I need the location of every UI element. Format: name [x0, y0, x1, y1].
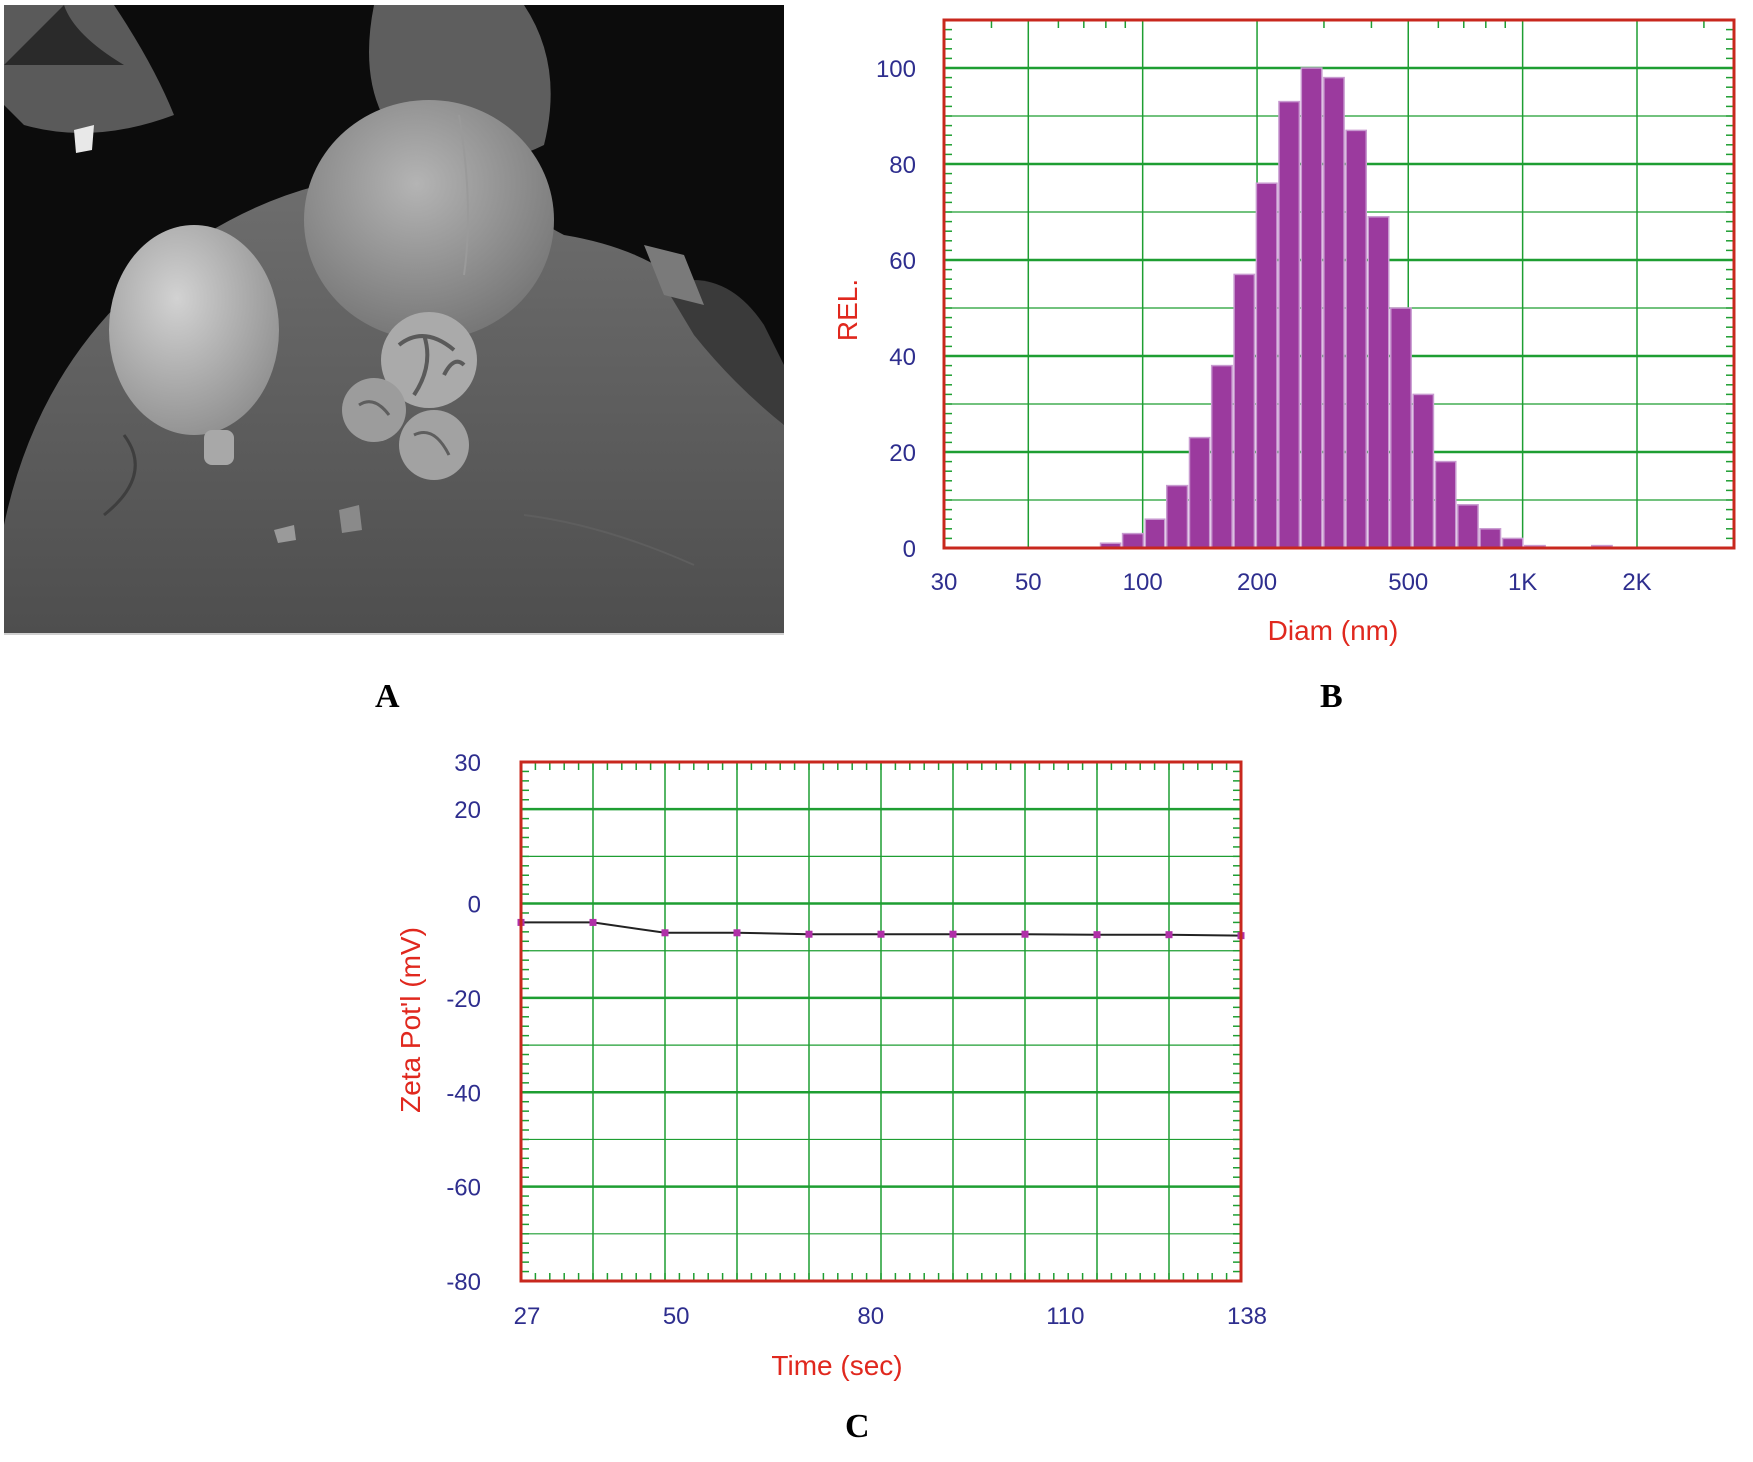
oval-particle — [304, 100, 554, 340]
data-point — [877, 930, 885, 938]
y-tick-label: -40 — [446, 1080, 481, 1107]
data-point — [733, 929, 741, 937]
data-point — [1165, 931, 1173, 939]
y-axis-title: REL. — [832, 279, 863, 341]
x-axis-title: Time (sec) — [771, 1350, 902, 1381]
histogram-bar — [1367, 216, 1390, 549]
x-tick-label: 1K — [1508, 569, 1537, 596]
data-point — [805, 930, 813, 938]
histogram-bar — [1345, 129, 1368, 549]
y-tick-label: 100 — [876, 56, 916, 83]
spherical-particle — [109, 225, 279, 435]
y-tick-label: 20 — [454, 797, 481, 824]
x-tick-label: 100 — [1123, 569, 1163, 596]
y-tick-label: 0 — [468, 892, 481, 919]
y-tick-label: 60 — [889, 248, 916, 275]
data-point — [949, 930, 957, 938]
x-tick-label: 50 — [663, 1303, 690, 1330]
data-point — [1021, 930, 1029, 938]
histogram-bar — [1121, 532, 1145, 549]
data-point — [1093, 931, 1101, 939]
y-tick-label: 40 — [889, 344, 916, 371]
y-tick-label: -80 — [446, 1269, 481, 1296]
y-tick-label: -60 — [446, 1175, 481, 1202]
y-axis-title: Zeta Pot'l (mV) — [400, 927, 426, 1113]
x-tick-label: 2K — [1622, 569, 1651, 596]
histogram-bar — [1434, 460, 1457, 549]
x-tick-label: 138 — [1227, 1303, 1267, 1330]
y-tick-label: 0 — [903, 536, 916, 563]
y-tick-label: -20 — [446, 986, 481, 1013]
histogram-bar — [1457, 504, 1479, 549]
y-tick-label: 30 — [454, 750, 481, 777]
histogram-bar — [1233, 273, 1256, 549]
histogram-bar — [1188, 436, 1211, 549]
x-tick-label: 500 — [1388, 569, 1428, 596]
data-point — [661, 929, 669, 937]
histogram-bar — [1323, 76, 1345, 549]
panel-label-b: B — [1320, 678, 1343, 715]
crumpled-particles — [342, 312, 477, 480]
histogram-bar — [1144, 518, 1166, 549]
x-tick-label: 50 — [1015, 569, 1042, 596]
y-tick-label: 80 — [889, 152, 916, 179]
histogram-bar — [1165, 484, 1189, 549]
histogram-bar — [1300, 67, 1323, 549]
x-tick-label: 110 — [1046, 1303, 1084, 1330]
x-axis-title: Diam (nm) — [1268, 615, 1399, 646]
histogram-bar — [1390, 307, 1412, 549]
sem-micrograph — [4, 5, 784, 635]
histogram-bar — [1479, 528, 1502, 549]
panel-label-a: A — [375, 678, 400, 715]
histogram-bar — [1278, 100, 1301, 549]
plot-frame — [519, 760, 1243, 1283]
histogram-bar — [1255, 182, 1278, 549]
chart-zeta-potential: 27 50 80 110 138 30 20 0 -20 -40 -60 -80 Time (sec… — [400, 750, 1267, 1381]
y-tick-label: 20 — [889, 440, 916, 467]
histogram-bar — [1210, 364, 1233, 549]
x-tick-label: 30 — [931, 569, 958, 596]
data-point — [589, 918, 597, 926]
x-tick-label: 80 — [857, 1303, 884, 1330]
histogram-bar — [1412, 393, 1435, 549]
x-tick-label: 200 — [1237, 569, 1277, 596]
plot-frame — [942, 18, 1736, 550]
chart-size-distribution: 30 50 100 200 500 1K 2K 0 20 40 60 80 100 Diam (nm)… — [832, 18, 1736, 646]
x-tick-label: 27 — [514, 1303, 541, 1330]
panel-label-c: C — [845, 1408, 870, 1445]
